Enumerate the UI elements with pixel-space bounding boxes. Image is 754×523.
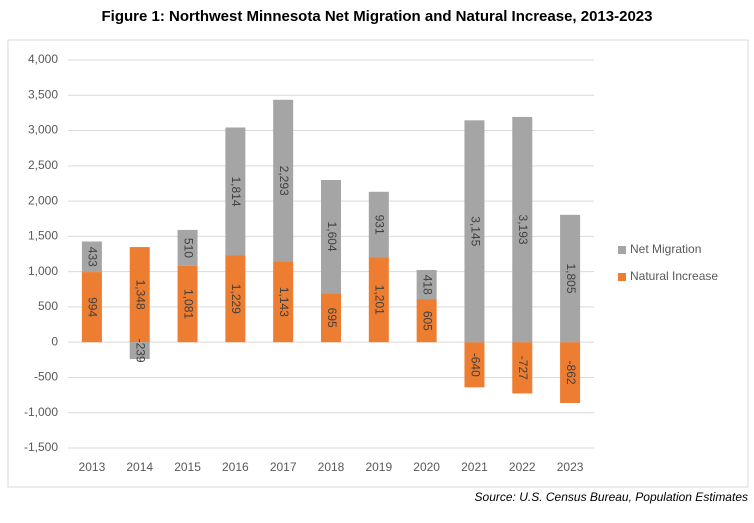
x-tick-label: 2021 <box>461 460 488 474</box>
x-tick-label: 2015 <box>174 460 201 474</box>
x-tick-label: 2017 <box>270 460 297 474</box>
x-tick-label: 2022 <box>509 460 536 474</box>
value-label: 994 <box>86 297 100 317</box>
bar-segment <box>81 272 102 343</box>
bar-segment <box>560 214 581 343</box>
bar-segment <box>512 342 533 394</box>
legend-label: Natural Increase <box>630 269 718 283</box>
bar-segment <box>129 247 150 343</box>
y-tick-label: 4,000 <box>28 52 58 66</box>
bar-segment <box>368 191 389 258</box>
value-label: 3,145 <box>468 216 482 246</box>
x-tick-label: 2019 <box>365 460 392 474</box>
bar-segment <box>273 99 294 262</box>
y-tick-label: 3,000 <box>28 123 58 137</box>
y-tick-label: 2,000 <box>28 193 58 207</box>
y-tick-label: -500 <box>34 370 58 384</box>
value-label: 1,805 <box>564 263 578 293</box>
value-label: -727 <box>516 356 530 380</box>
x-tick-label: 2018 <box>318 460 345 474</box>
y-tick-label: 0 <box>51 334 58 348</box>
x-tick-label: 2013 <box>79 460 106 474</box>
y-tick-label: 500 <box>38 299 58 313</box>
value-label: 1,201 <box>373 285 387 315</box>
bar-segment <box>81 241 102 273</box>
bar-segment <box>368 257 389 343</box>
value-label: 510 <box>181 238 195 258</box>
chart-title: Figure 1: Northwest Minnesota Net Migrat… <box>102 8 653 25</box>
value-label: 1,604 <box>325 222 339 252</box>
bar-segment <box>464 120 485 343</box>
value-label: 1,814 <box>229 176 243 206</box>
x-tick-label: 2016 <box>222 460 249 474</box>
bar-segment <box>129 342 150 360</box>
bar-segment <box>512 116 533 343</box>
y-tick-label: 3,500 <box>28 87 58 101</box>
bar-segment <box>560 342 581 403</box>
bar-segment <box>416 270 437 300</box>
y-tick-label: 2,500 <box>28 158 58 172</box>
source-note: Source: U.S. Census Bureau, Population E… <box>475 490 748 504</box>
value-label: -862 <box>564 361 578 385</box>
bar-segment <box>177 229 198 266</box>
value-label: 418 <box>420 275 434 295</box>
value-label: -640 <box>468 353 482 377</box>
value-label: 1,143 <box>277 287 291 317</box>
bar-segment <box>464 342 485 388</box>
legend-swatch <box>618 273 626 281</box>
legend-swatch <box>618 246 626 254</box>
bar-segment <box>416 299 437 343</box>
bar-segment <box>321 293 341 343</box>
value-label: 1,348 <box>134 280 148 310</box>
bar-segment <box>225 255 246 343</box>
legend-label: Net Migration <box>630 242 701 256</box>
bar-segment <box>273 261 294 343</box>
value-label: 931 <box>373 215 387 235</box>
x-tick-label: 2014 <box>126 460 153 474</box>
value-label: -239 <box>134 339 148 363</box>
y-tick-label: 1,000 <box>28 264 58 278</box>
x-tick-label: 2020 <box>413 460 440 474</box>
value-label: 2,293 <box>277 166 291 196</box>
y-tick-label: 1,500 <box>28 229 58 243</box>
value-label: 1,081 <box>181 289 195 319</box>
value-label: 433 <box>86 247 100 267</box>
y-tick-label: -1,500 <box>24 440 58 454</box>
x-tick-label: 2023 <box>557 460 584 474</box>
bar-segment <box>321 179 341 294</box>
y-tick-label: -1,000 <box>24 405 58 419</box>
value-label: 1,229 <box>229 284 243 314</box>
value-label: 3,193 <box>516 215 530 245</box>
bar-segment <box>225 127 246 256</box>
value-label: 605 <box>420 311 434 331</box>
bar-segment <box>177 265 198 343</box>
value-label: 695 <box>325 308 339 328</box>
